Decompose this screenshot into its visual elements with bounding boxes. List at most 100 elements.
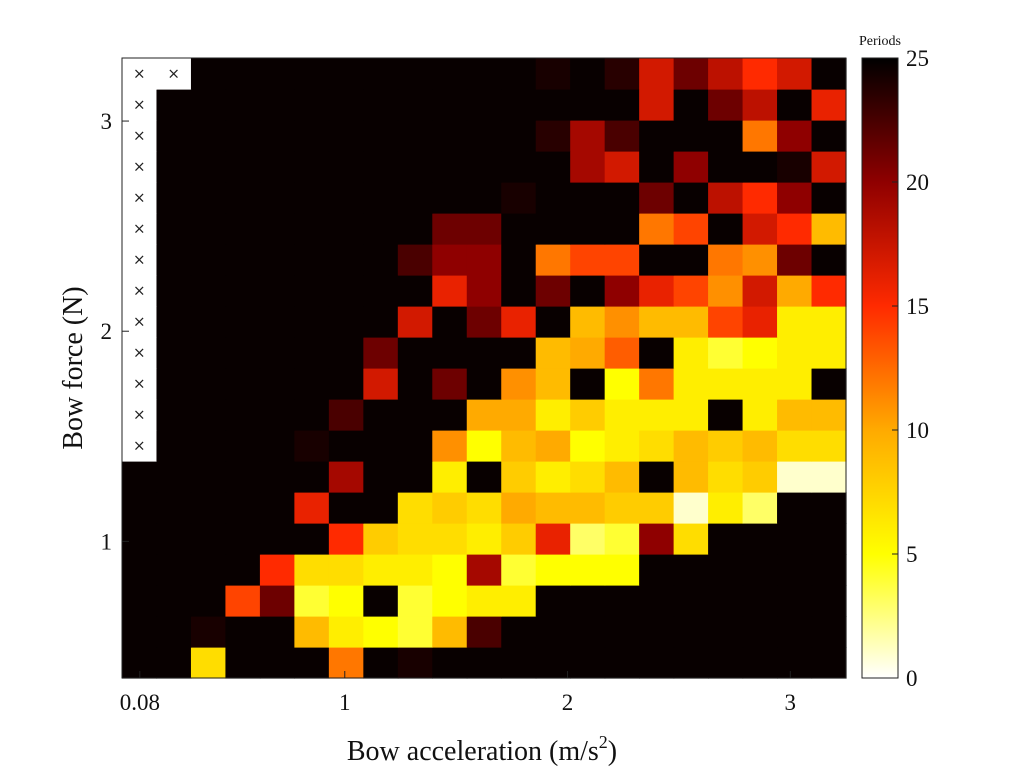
heatmap-cell [673, 647, 709, 679]
heatmap-cell [156, 523, 192, 555]
heatmap-cell [259, 616, 295, 648]
heatmap-cell [742, 554, 778, 586]
heatmap-cell [225, 585, 261, 617]
heatmap-cell [432, 213, 468, 245]
heatmap-cell [432, 244, 468, 276]
heatmap-cell [811, 58, 847, 90]
heatmap-cell [811, 461, 847, 493]
heatmap-cell [777, 244, 813, 276]
heatmap-cells: × × × × × × × × × × × × × × [122, 58, 847, 679]
heatmap-cell [535, 151, 571, 183]
heatmap-cell [225, 554, 261, 586]
heatmap-cell [501, 616, 537, 648]
heatmap-cell [328, 275, 364, 307]
heatmap-cell [535, 461, 571, 493]
heatmap-cell [501, 337, 537, 369]
heatmap-cell [673, 554, 709, 586]
heatmap-cell [397, 120, 433, 152]
heatmap-cell [604, 120, 640, 152]
heatmap-cell [708, 461, 744, 493]
heatmap-cell [466, 120, 502, 152]
heatmap-cell [535, 585, 571, 617]
heatmap-cell [466, 492, 502, 524]
heatmap-cell [328, 461, 364, 493]
heatmap-cell [535, 523, 571, 555]
heatmap-cell [156, 151, 192, 183]
heatmap-cell [363, 585, 399, 617]
no-data-mark: × [133, 251, 146, 269]
heatmap-cell [363, 244, 399, 276]
heatmap-cell [742, 58, 778, 90]
heatmap-cell [363, 337, 399, 369]
heatmap-cell [673, 523, 709, 555]
heatmap-cell [535, 337, 571, 369]
heatmap-cell [225, 368, 261, 400]
heatmap-cell [811, 89, 847, 121]
heatmap-cell [328, 306, 364, 338]
heatmap-cell-empty [122, 120, 158, 152]
heatmap-cell [466, 337, 502, 369]
heatmap-cell [466, 244, 502, 276]
heatmap-cell [604, 58, 640, 90]
heatmap-cell [156, 120, 192, 152]
heatmap-cell [432, 461, 468, 493]
heatmap-cell [604, 585, 640, 617]
heatmap-cell [742, 306, 778, 338]
heatmap-cell-empty [122, 368, 158, 400]
colorbar-tick-label: 15 [906, 294, 929, 319]
colorbar [861, 57, 899, 679]
heatmap-cell [363, 182, 399, 214]
x-tick-label: 1 [339, 690, 351, 715]
heatmap-cell [811, 306, 847, 338]
heatmap-cell [501, 554, 537, 586]
heatmap-cell [604, 182, 640, 214]
heatmap-cell [811, 585, 847, 617]
heatmap-cell [259, 151, 295, 183]
heatmap-cell [604, 89, 640, 121]
heatmap-cell [397, 275, 433, 307]
heatmap-cell [639, 58, 675, 90]
heatmap-cell [466, 554, 502, 586]
y-tick-label: 3 [101, 109, 113, 134]
heatmap-cell [294, 523, 330, 555]
heatmap-cell [777, 554, 813, 586]
heatmap-cell [639, 523, 675, 555]
heatmap-cell [294, 492, 330, 524]
heatmap-cell [190, 647, 227, 679]
heatmap-cell [570, 151, 606, 183]
heatmap-cell [777, 120, 813, 152]
heatmap-cell [363, 616, 399, 648]
heatmap-cell [397, 182, 433, 214]
heatmap-cell [811, 120, 847, 152]
heatmap-cell [432, 399, 468, 431]
heatmap-cell [190, 182, 227, 214]
heatmap-cell [122, 585, 158, 617]
heatmap-cell [742, 120, 778, 152]
heatmap-cell [604, 523, 640, 555]
heatmap-cell [639, 461, 675, 493]
heatmap-cell [363, 461, 399, 493]
heatmap-cell [742, 399, 778, 431]
heatmap-cell [604, 306, 640, 338]
heatmap-cell [466, 182, 502, 214]
heatmap-cell [259, 523, 295, 555]
heatmap-cell [673, 461, 709, 493]
heatmap-cell [535, 182, 571, 214]
heatmap-cell [742, 616, 778, 648]
heatmap-cell [466, 275, 502, 307]
heatmap-cell [639, 275, 675, 307]
heatmap-cell [639, 120, 675, 152]
heatmap-cell [777, 213, 813, 245]
heatmap-cell [363, 58, 399, 90]
heatmap-cell [777, 89, 813, 121]
heatmap-cell [397, 492, 433, 524]
heatmap-cell [432, 306, 468, 338]
heatmap-cell [225, 523, 261, 555]
heatmap-cell [535, 430, 571, 462]
heatmap-cell [432, 89, 468, 121]
heatmap-cell [225, 647, 261, 679]
heatmap-cell [432, 585, 468, 617]
x-axis-label: Bow acceleration (m/s2) [347, 732, 617, 767]
heatmap-cell [501, 244, 537, 276]
heatmap-cell [742, 182, 778, 214]
